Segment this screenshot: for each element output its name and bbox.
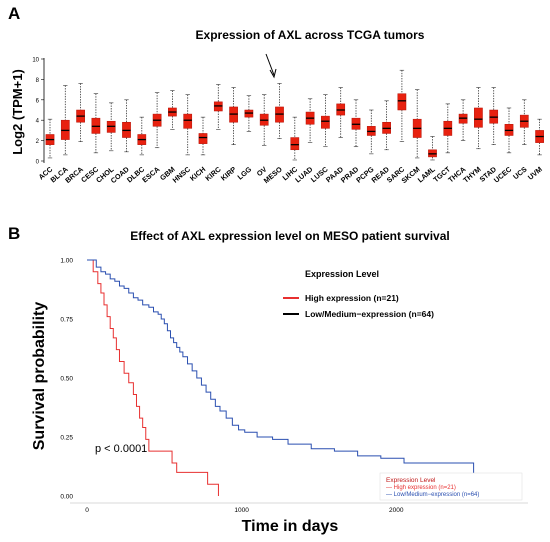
x-tick-label-kirp: KIRP (219, 165, 238, 183)
box-iqr (397, 93, 407, 111)
box-lihc (290, 116, 300, 161)
x-tick-label: 0 (85, 507, 89, 514)
y-tick-label: 0.75 (60, 317, 73, 324)
box-iqr (321, 115, 330, 129)
box-iqr (183, 113, 193, 129)
x-tick-label-ucs: UCS (511, 165, 529, 182)
box-kirc (213, 84, 223, 130)
panel-b-title: Effect of AXL expression level on MESO p… (130, 229, 449, 243)
panel-a-y-ticks: 0 2 4 6 8 10 (32, 58, 44, 166)
box-meso (275, 83, 284, 139)
box-chol (106, 102, 116, 152)
x-tick-label: 2000 (389, 507, 404, 514)
box-stad (489, 87, 499, 145)
panel-a-ylabel: Log2 (TPM+1) (10, 69, 25, 155)
box-lgg (244, 95, 254, 132)
box-skcm (412, 89, 422, 159)
small-legend-title: Expression Level (386, 477, 436, 484)
y-tick-label: 0.50 (60, 376, 73, 383)
x-tick-label-kirc: KIRC (203, 165, 222, 183)
small-legend-low: — Low/Medium−expression (n=64) (386, 492, 479, 498)
box-brca (76, 83, 85, 142)
box-coad (122, 99, 131, 153)
box-sarc (397, 69, 407, 142)
box-laml (428, 136, 437, 161)
panel-b-y-ticks: 0.00 0.25 0.50 0.75 1.00 (60, 258, 73, 501)
box-kirp (229, 87, 238, 145)
y-tick-label: 10 (32, 58, 39, 64)
panel-b-ylabel: Survival probability (31, 302, 48, 451)
x-tick-label-lgg: LGG (235, 164, 253, 181)
legend-title: Expression Level (305, 269, 379, 279)
box-gbm (168, 90, 177, 130)
panel-a-x-labels: ACCBLCABRCACESCCHOLCOADDLBCESCAGBMHNSCKI… (37, 164, 544, 185)
box-esca (152, 92, 162, 149)
box-uvm (535, 118, 544, 156)
box-iqr (290, 137, 300, 151)
box-read (382, 100, 391, 151)
box-thym (474, 87, 483, 150)
y-tick-label: 1.00 (60, 258, 73, 265)
arrow-icon (265, 53, 277, 79)
y-tick-label: 0.00 (60, 494, 73, 501)
y-tick-label: 6 (36, 98, 40, 104)
box-iqr (198, 133, 208, 144)
box-kich (198, 116, 208, 156)
x-tick-label-ucec: UCEC (492, 165, 513, 185)
legend-low-label: Low/Medium−expression (n=64) (305, 309, 434, 319)
box-ucs (519, 99, 529, 145)
panel-b-x-ticks: 0 1000 2000 (85, 507, 404, 514)
box-ov (259, 94, 269, 146)
p-value-annotation: p < 0.0001 (95, 443, 147, 455)
y-tick-label: 2 (36, 139, 40, 145)
box-ucec (504, 107, 514, 154)
legend-high-label: High expression (n=21) (305, 293, 399, 303)
box-dlbc (137, 116, 147, 156)
y-tick-label: 0 (36, 160, 40, 166)
x-tick-label-uvm: UVM (526, 165, 544, 182)
box-thca (458, 99, 468, 141)
low-medium-expression-curve (87, 259, 509, 496)
box-lusc (321, 94, 330, 148)
x-tick-label: 1000 (234, 507, 249, 514)
panel-b-xlabel: Time in days (242, 518, 339, 535)
y-tick-label: 8 (36, 78, 40, 84)
high-expression-curve (87, 259, 219, 496)
box-blca (60, 85, 70, 156)
box-acc (45, 118, 55, 159)
x-tick-label-kich: KICH (188, 165, 207, 183)
panel-a-title: Expression of AXL across TCGA tumors (196, 28, 425, 42)
small-legend: Expression Level — High expression (n=21… (379, 472, 523, 501)
box-cesc (91, 93, 101, 154)
panel-a-boxes (45, 69, 544, 161)
box-pcpg (366, 109, 376, 155)
panel-b-curves (87, 259, 509, 496)
box-prad (351, 99, 361, 148)
box-luad (305, 98, 315, 143)
box-tgct (443, 103, 453, 154)
box-iqr (474, 107, 483, 128)
small-legend-high: — High expression (n=21) (386, 485, 456, 491)
panel-b-label: B (8, 224, 20, 243)
y-tick-label: 0.25 (60, 435, 73, 442)
panel-a-label: A (8, 4, 20, 23)
y-tick-label: 4 (36, 119, 40, 125)
box-paad (336, 87, 346, 138)
box-hnsc (183, 94, 193, 156)
